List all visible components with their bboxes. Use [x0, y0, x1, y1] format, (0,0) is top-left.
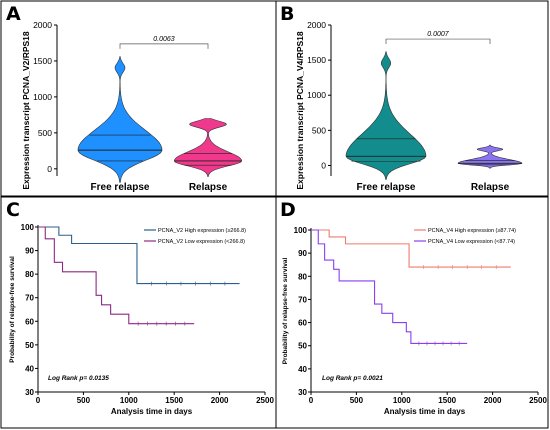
p-value-label: 0.0007	[427, 31, 450, 38]
y-tick-label: 1000	[307, 90, 326, 100]
y-tick-label: 1500	[307, 55, 326, 65]
violin-shape	[174, 118, 242, 177]
y-tick-label: 50	[25, 341, 34, 350]
panel-d-border	[275, 196, 549, 429]
x-tick-label: 1000	[120, 396, 138, 405]
x-tick-label: 0	[36, 396, 41, 405]
x-tick-label: 1500	[165, 396, 183, 405]
x-axis-title: Analysis time in days	[111, 407, 193, 416]
panel-letter-b: B	[280, 3, 294, 25]
y-tick-label: 100	[21, 223, 35, 232]
x-tick-label: 1000	[393, 396, 411, 405]
significance-bracket	[385, 38, 491, 45]
y-tick-label: 70	[298, 295, 307, 304]
y-tick-label: 40	[298, 365, 307, 374]
x-category-label: Relapse	[471, 182, 510, 193]
x-category-label: Relapse	[189, 182, 228, 193]
panel-letter-a: A	[6, 3, 21, 25]
y-tick-label: 40	[25, 364, 34, 373]
x-axis-title: Analysis time in days	[384, 407, 466, 416]
x-tick-label: 2000	[211, 396, 229, 405]
y-axis-title: Probability of relapse-free survival	[282, 258, 289, 365]
x-category-label: Free relapse	[91, 182, 150, 193]
x-tick-label: 1500	[438, 396, 456, 405]
x-tick-label: 500	[77, 396, 91, 405]
legend-label: PCNA_V4 High expression (≥87.74)	[428, 228, 516, 234]
survival-curve	[311, 229, 511, 268]
y-tick-label: 2000	[307, 20, 326, 30]
violin-shape	[345, 51, 427, 180]
x-tick-label: 2000	[484, 396, 502, 405]
survival-curve	[311, 229, 468, 344]
significance-bracket	[119, 43, 209, 49]
y-tick-label: 0	[321, 160, 326, 170]
x-tick-label: 500	[350, 396, 364, 405]
x-tick-label: 2500	[529, 396, 547, 405]
y-tick-label: 60	[25, 317, 34, 326]
legend-label: PCNA_V2 Low expression (<266.8)	[158, 239, 245, 245]
y-axis-title: Probability of relapse-free survival	[9, 256, 16, 363]
y-tick-label: 2000	[33, 20, 52, 30]
panel-letter-c: C	[6, 199, 20, 221]
y-tick-label: 1000	[33, 92, 52, 102]
y-tick-label: 0	[47, 164, 52, 174]
y-tick-label: 90	[298, 249, 307, 258]
x-tick-label: 2500	[256, 396, 274, 405]
survival-curve	[38, 226, 240, 285]
y-tick-label: 500	[38, 128, 52, 138]
log-rank-annotation: Log Rank p= 0.0021	[322, 375, 383, 382]
y-axis-title: Expression transcript PCNA_V2/RPS18	[21, 31, 31, 190]
legend-label: PCNA_V4 Low expression (<87.74)	[428, 239, 515, 245]
y-tick-label: 500	[312, 125, 326, 135]
legend-label: PCNA_V2 High expression (≥266.8)	[158, 228, 246, 234]
y-tick-label: 50	[298, 342, 307, 351]
p-value-label: 0.0063	[153, 36, 175, 43]
y-tick-label: 1500	[33, 56, 52, 66]
y-tick-label: 100	[294, 226, 308, 235]
y-axis-title: Expression transcript PCNA_V4/RPS18	[295, 31, 305, 190]
panel-b-border	[275, 0, 549, 197]
log-rank-annotation: Log Rank p= 0.0135	[48, 375, 109, 382]
x-tick-label: 0	[309, 396, 314, 405]
y-tick-label: 60	[298, 319, 307, 328]
survival-curve	[38, 226, 195, 325]
x-category-label: Free relapse	[357, 182, 416, 193]
y-tick-label: 70	[25, 294, 34, 303]
y-tick-label: 30	[298, 388, 307, 397]
violin-shape	[77, 56, 163, 183]
y-tick-label: 80	[298, 272, 307, 281]
y-tick-label: 30	[25, 388, 34, 397]
y-tick-label: 90	[25, 247, 34, 256]
y-tick-label: 80	[25, 270, 34, 279]
panel-letter-d: D	[280, 199, 296, 221]
